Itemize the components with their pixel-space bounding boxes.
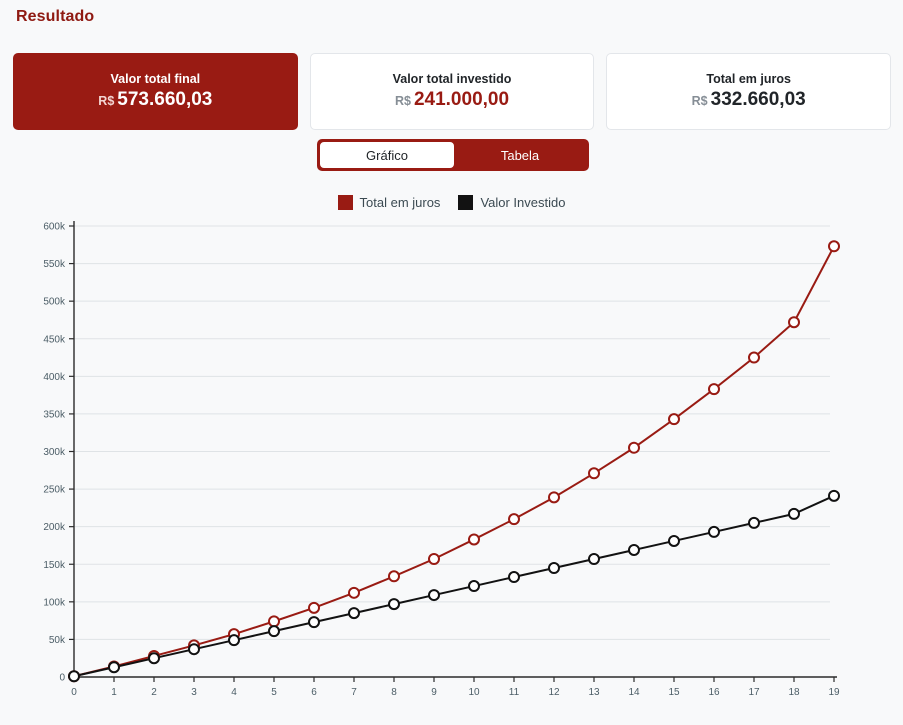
data-point-marker[interactable] <box>308 601 320 614</box>
line-chart: 0 50k 100k 150k 200k 250k 300k 350k 400k 450k 500k… <box>43 221 840 698</box>
data-point-marker[interactable] <box>148 652 160 665</box>
data-point-marker[interactable] <box>428 589 440 602</box>
data-point-marker[interactable] <box>68 670 80 683</box>
data-point-marker[interactable] <box>508 513 520 526</box>
legend-label: Total em juros <box>359 195 441 210</box>
y-axis-tick-label: 50k <box>49 635 66 646</box>
chart-container: 0 50k 100k 150k 200k 250k 300k 350k 400k 450k 500k… <box>0 215 903 715</box>
data-point-marker[interactable] <box>788 507 800 520</box>
x-axis-tick-label: 13 <box>588 687 600 698</box>
card-amount: 241.000,00 <box>413 89 510 110</box>
data-point-marker[interactable] <box>668 413 680 426</box>
page-title: Resultado <box>16 8 95 25</box>
data-point-marker[interactable] <box>348 607 360 620</box>
card-label: Valor total final <box>110 72 201 86</box>
data-point-marker[interactable] <box>828 489 840 502</box>
currency-symbol: R$ <box>394 94 411 108</box>
y-axis-tick-label: 550k <box>43 259 66 270</box>
card-label: Valor total investido <box>392 72 512 86</box>
x-axis-tick-label: 12 <box>548 687 560 698</box>
data-point-marker[interactable] <box>548 562 560 575</box>
data-point-marker[interactable] <box>708 383 720 396</box>
summary-cards: Valor total final R$ 573.660,03 Valor to… <box>13 53 892 130</box>
y-axis-tick-label: 350k <box>43 409 66 420</box>
data-point-marker[interactable] <box>748 351 760 364</box>
data-point-marker[interactable] <box>308 616 320 629</box>
x-axis-tick-label: 15 <box>668 687 680 698</box>
x-axis-tick-label: 7 <box>351 687 357 698</box>
x-axis-tick-label: 0 <box>71 687 77 698</box>
tab-tabela[interactable]: Tabela <box>500 147 540 163</box>
card-label: Total em juros <box>706 72 791 86</box>
legend-item-total-em-juros[interactable]: Total em juros <box>337 195 441 210</box>
data-point-marker[interactable] <box>788 316 800 329</box>
y-axis-tick-label: 200k <box>43 522 66 533</box>
y-axis-tick-label: 0 <box>59 673 65 684</box>
y-axis-tick-label: 400k <box>43 372 66 383</box>
data-point-marker[interactable] <box>348 586 360 599</box>
data-point-marker[interactable] <box>268 625 280 638</box>
x-axis-tick-label: 14 <box>628 687 640 698</box>
y-axis-tick-label: 250k <box>43 485 66 496</box>
legend-swatch-icon <box>458 195 474 210</box>
card-total-em-juros: Total em juros R$ 332.660,03 <box>606 53 892 130</box>
x-axis-tick-label: 3 <box>191 687 197 698</box>
currency-symbol: R$ <box>98 94 115 108</box>
data-point-marker[interactable] <box>708 525 720 538</box>
y-axis-tick-label: 500k <box>43 297 66 308</box>
series-line-total-em-juros <box>73 245 835 678</box>
y-axis-tick-label: 150k <box>43 560 66 571</box>
view-toggle-group: Gráfico Tabela <box>317 139 589 171</box>
x-axis-tick-label: 17 <box>748 687 760 698</box>
data-point-marker[interactable] <box>508 571 520 584</box>
data-point-marker[interactable] <box>228 634 240 647</box>
x-axis-tick-label: 18 <box>788 687 800 698</box>
x-axis-tick-label: 11 <box>509 687 520 698</box>
x-axis-tick-label: 8 <box>391 687 397 698</box>
tab-grafico[interactable]: Gráfico <box>320 142 454 168</box>
data-point-marker[interactable] <box>428 552 440 565</box>
card-value: R$ 241.000,00 <box>395 89 509 111</box>
card-valor-total-investido: Valor total investido R$ 241.000,00 <box>309 53 595 130</box>
data-point-marker[interactable] <box>548 491 560 504</box>
y-axis-tick-label: 100k <box>43 597 66 608</box>
x-axis-tick-label: 16 <box>708 687 720 698</box>
x-axis-tick-label: 1 <box>111 687 117 698</box>
data-point-marker[interactable] <box>468 533 480 546</box>
card-value: R$ 573.660,03 <box>98 89 212 111</box>
data-point-marker[interactable] <box>628 441 640 454</box>
data-point-marker[interactable] <box>628 543 640 556</box>
data-point-marker[interactable] <box>268 615 280 628</box>
data-point-marker[interactable] <box>108 661 120 674</box>
data-point-marker[interactable] <box>588 552 600 565</box>
chart-legend: Total em juros Valor Investido <box>0 195 903 210</box>
x-axis-tick-label: 10 <box>468 687 480 698</box>
y-axis-tick-label: 450k <box>43 334 66 345</box>
x-axis-tick-label: 19 <box>828 687 840 698</box>
data-point-marker[interactable] <box>668 534 680 547</box>
legend-item-valor-investido[interactable]: Valor Investido <box>458 195 565 210</box>
card-valor-total-final: Valor total final R$ 573.660,03 <box>13 53 298 130</box>
data-point-marker[interactable] <box>748 516 760 529</box>
data-point-marker[interactable] <box>188 643 200 656</box>
card-amount: 332.660,03 <box>710 89 806 110</box>
data-point-marker[interactable] <box>388 570 400 583</box>
data-point-marker[interactable] <box>828 240 840 253</box>
x-axis-tick-label: 9 <box>431 687 437 698</box>
currency-symbol: R$ <box>691 94 708 108</box>
x-axis-tick-label: 6 <box>311 687 317 698</box>
y-axis-tick-label: 300k <box>43 447 66 458</box>
x-axis-tick-label: 2 <box>151 687 157 698</box>
y-axis-tick-label: 600k <box>43 222 66 233</box>
card-amount: 573.660,03 <box>117 89 213 110</box>
series-line-valor-investido <box>73 494 835 678</box>
x-axis-tick-label: 4 <box>231 687 237 698</box>
legend-label: Valor Investido <box>480 195 566 210</box>
data-point-marker[interactable] <box>588 467 600 480</box>
data-point-marker[interactable] <box>468 580 480 593</box>
data-point-marker[interactable] <box>388 598 400 611</box>
x-axis-tick-label: 5 <box>271 687 277 698</box>
card-value: R$ 332.660,03 <box>692 89 806 111</box>
legend-swatch-icon <box>337 195 353 210</box>
